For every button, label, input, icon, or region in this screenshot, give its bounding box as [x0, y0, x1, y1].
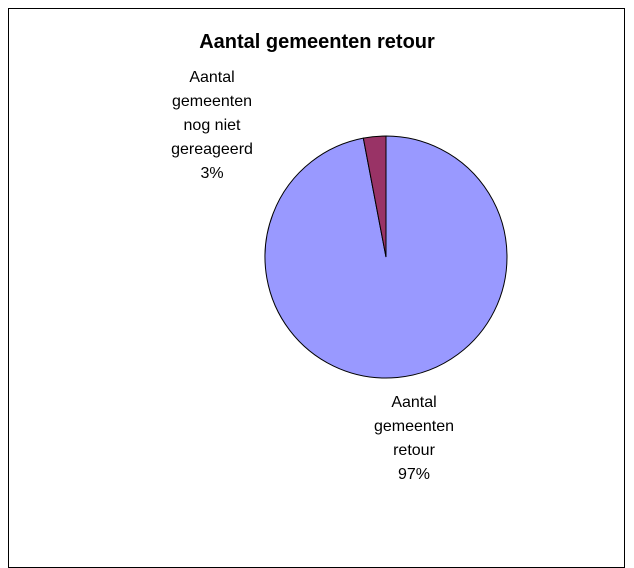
chart-title: Aantal gemeenten retour	[199, 31, 435, 53]
slice-label: Aantal gemeenten nog niet gereageerd 3%	[158, 66, 266, 186]
pie-slice	[362, 135, 387, 258]
chart: Aantal gemeenten retour Aantal gemeenten…	[8, 8, 625, 568]
value-label: 97%	[397, 466, 431, 483]
slice-label: Aantal gemeenten retour 97%	[362, 391, 466, 487]
category-label: Aantal gemeenten nog niet gereageerd	[171, 69, 253, 158]
plot	[264, 135, 508, 379]
value-label: 3%	[200, 165, 224, 182]
category-label: Aantal gemeenten retour	[373, 394, 455, 459]
